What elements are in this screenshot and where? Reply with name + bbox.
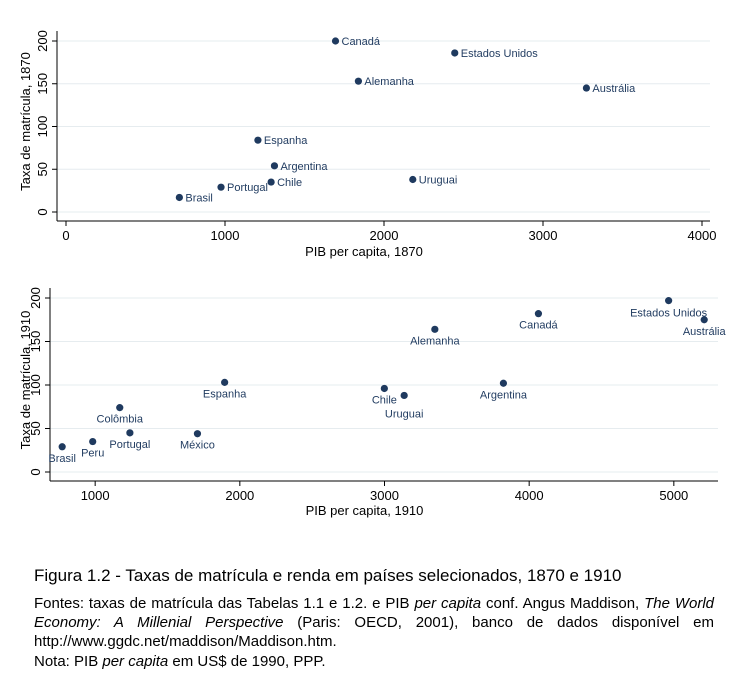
y-tick-label: 100 [28,374,43,396]
data-point [582,84,591,92]
data-point [400,391,408,400]
point-label: Chile [372,394,397,406]
y-tick-label: 50 [35,162,50,176]
sources-text-1: Fontes: taxas de matrícula das Tabelas 1… [34,595,415,612]
data-point [193,430,202,438]
y-tick-label: 0 [28,468,43,475]
data-point [534,310,543,318]
point-label: Uruguai [385,408,424,420]
y-axis-title: Taxa de matrícula, 1910 [18,311,33,450]
x-tick-label: 0 [62,228,69,243]
data-point [380,384,388,393]
figure-sources: Fontes: taxas de matrícula das Tabelas 1… [34,594,714,651]
y-tick-label: 100 [35,116,50,138]
y-axis-title: Taxa de matrícula, 1870 [18,52,33,191]
data-point [254,136,262,144]
data-point [354,77,363,85]
data-point [331,37,340,45]
data-point [499,379,508,387]
data-point [126,429,134,437]
point-label: Estados Unidos [630,308,708,320]
sources-italic-1: per capita [414,595,482,612]
note-text-2: em US$ de 1990, PPP. [168,653,326,670]
note-text-1: Nota: PIB [34,653,103,670]
x-axis-title: PIB per capita, 1870 [305,244,423,259]
data-point [89,437,97,446]
data-point [267,178,275,186]
note-italic: per capita [102,653,169,670]
point-label: Austrália [683,326,727,338]
y-tick-label: 50 [28,421,43,435]
point-label: Estados Unidos [461,48,539,60]
x-tick-label: 2000 [370,228,399,243]
point-label: Argentina [480,389,528,401]
point-label: Chile [277,177,302,189]
x-tick-label: 3000 [370,488,399,503]
data-point [217,183,225,191]
x-tick-label: 3000 [529,228,558,243]
x-tick-label: 4000 [515,488,544,503]
data-point [409,175,417,184]
point-label: Colômbia [97,414,144,426]
chart-panel-2: 0 50 100 150 200 1000 2000 3000 4000 5000 PIB per … [18,287,726,518]
y-tick-label: 150 [35,73,50,95]
point-label: Austrália [592,83,636,95]
data-point [221,378,229,386]
point-label: Canadá [519,320,558,332]
x-tick-label: 4000 [688,228,717,243]
point-label: Alemanha [410,335,460,347]
x-tick-label: 5000 [659,488,688,503]
point-label: México [180,440,215,452]
point-label: Peru [81,448,104,460]
data-point [270,162,279,170]
figure-title: Figura 1.2 - Taxas de matrícula e renda … [34,566,622,585]
y-tick-label: 0 [35,208,50,215]
data-point [665,297,673,305]
data-point [451,49,459,57]
data-point [700,316,708,324]
point-label: Espanha [203,388,247,400]
sources-text-3: (Paris: OECD, 2001), banco de dados disp… [34,614,714,650]
point-label: Argentina [280,161,328,173]
data-point [116,404,124,412]
y-tick-label: 200 [28,287,43,309]
data-point [58,443,66,451]
data-point [431,325,439,333]
x-tick-label: 1000 [211,228,240,243]
sources-text-2: conf. Angus Maddison, [481,595,645,612]
point-label: Portugal [227,182,268,194]
sources-italic-2: The World Economy: A Millenial Perspecti… [34,595,715,631]
point-label: Alemanha [364,76,414,88]
point-label: Uruguai [419,175,458,187]
y-tick-label: 150 [28,331,43,353]
x-tick-label: 2000 [225,488,254,503]
point-label: Espanha [264,135,308,147]
point-label: Brasil [48,453,76,465]
x-axis-title: PIB per capita, 1910 [306,503,424,518]
figure-note: Nota: PIB per capita em US$ de 1990, PPP… [34,653,714,670]
data-point [175,193,183,202]
x-tick-label: 1000 [81,488,110,503]
point-label: Portugal [109,439,150,451]
point-label: Canadá [342,36,381,48]
y-tick-label: 200 [35,30,50,52]
point-label: Brasil [185,192,213,204]
